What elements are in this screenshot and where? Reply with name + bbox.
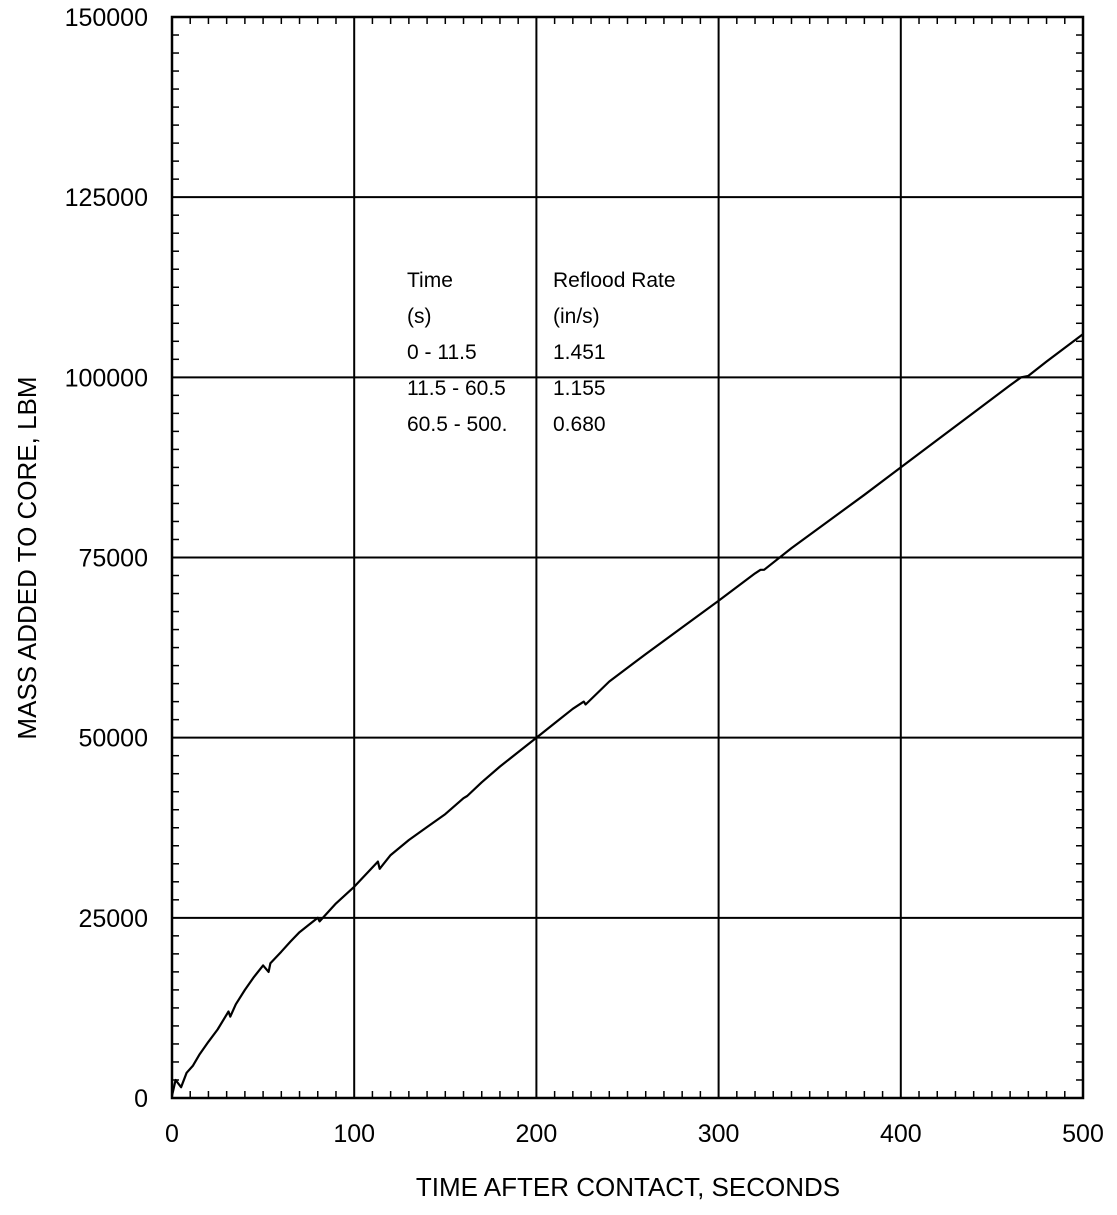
y-tick-label: 0 xyxy=(134,1085,148,1113)
table-row-3-rate: 0.680 xyxy=(553,413,606,436)
x-tick-label: 100 xyxy=(333,1120,375,1148)
x-tick-label: 200 xyxy=(516,1120,558,1148)
x-tick-label: 400 xyxy=(880,1120,922,1148)
y-tick-label: 125000 xyxy=(65,184,148,212)
table-unit-time: (s) xyxy=(407,305,432,328)
table-unit-rate: (in/s) xyxy=(553,305,600,328)
reflood-rate-table: Time Reflood Rate (s) (in/s) 0 - 11.5 1.… xyxy=(407,269,676,436)
x-tick-label: 300 xyxy=(698,1120,740,1148)
x-tick-labels: 0 100 200 300 400 500 xyxy=(165,1120,1104,1148)
table-row-2-time: 11.5 - 60.5 xyxy=(407,377,506,400)
y-axis-title: MASS ADDED TO CORE, LBM xyxy=(12,376,42,739)
series-layer xyxy=(170,333,1084,1097)
y-tick-label: 50000 xyxy=(78,725,148,753)
y-tick-label: 75000 xyxy=(78,545,148,573)
table-header-time: Time xyxy=(407,269,453,292)
table-row-1-time: 0 - 11.5 xyxy=(407,341,477,364)
y-tick-label: 100000 xyxy=(65,364,148,392)
table-row-3-time: 60.5 - 500. xyxy=(407,413,507,436)
gridlines xyxy=(172,17,1083,1098)
table-row-2-rate: 1.155 xyxy=(553,377,606,400)
series-line xyxy=(170,333,1084,1097)
y-tick-labels: 0 25000 50000 75000 100000 125000 150000 xyxy=(65,4,148,1113)
table-row-1-rate: 1.451 xyxy=(553,341,606,364)
table-header-reflood-rate: Reflood Rate xyxy=(553,269,676,292)
y-tick-label: 25000 xyxy=(78,905,148,933)
x-tick-label: 500 xyxy=(1062,1120,1104,1148)
x-axis-title: TIME AFTER CONTACT, SECONDS xyxy=(416,1172,840,1202)
plot-frame xyxy=(170,15,1085,1100)
y-tick-label: 150000 xyxy=(65,4,148,32)
x-tick-label: 0 xyxy=(165,1120,179,1148)
